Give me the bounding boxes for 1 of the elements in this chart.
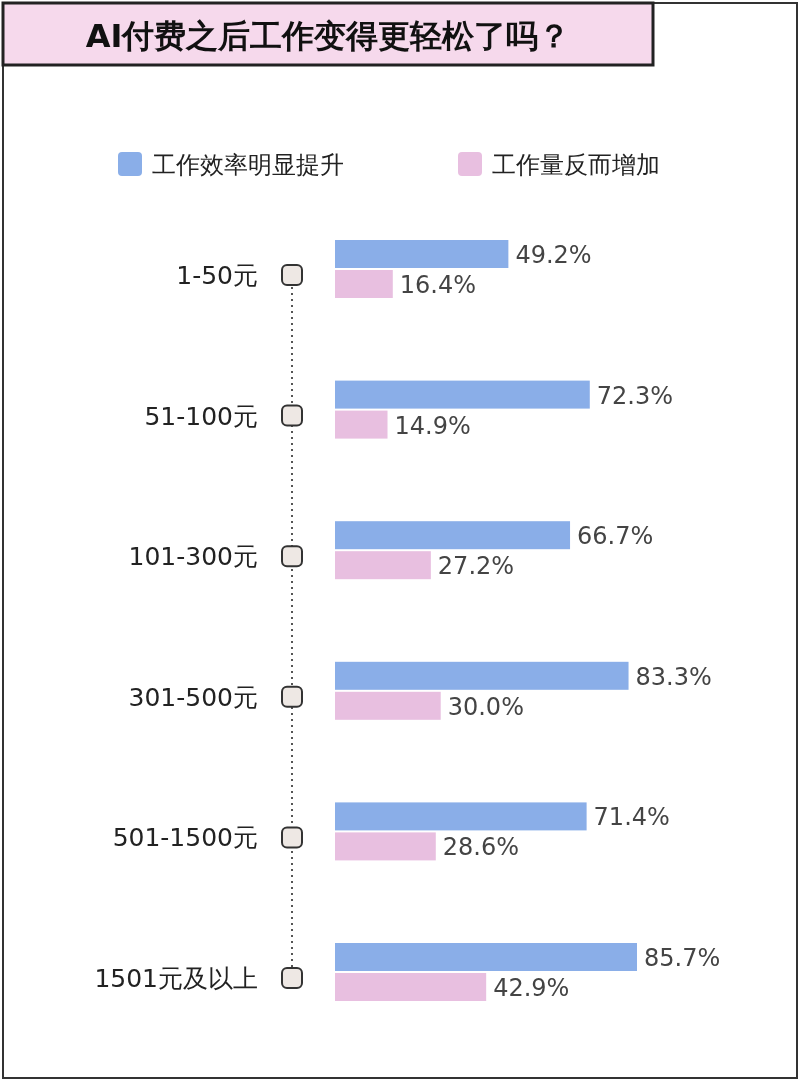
title: AI付费之后工作变得更轻松了吗？ (85, 17, 571, 55)
